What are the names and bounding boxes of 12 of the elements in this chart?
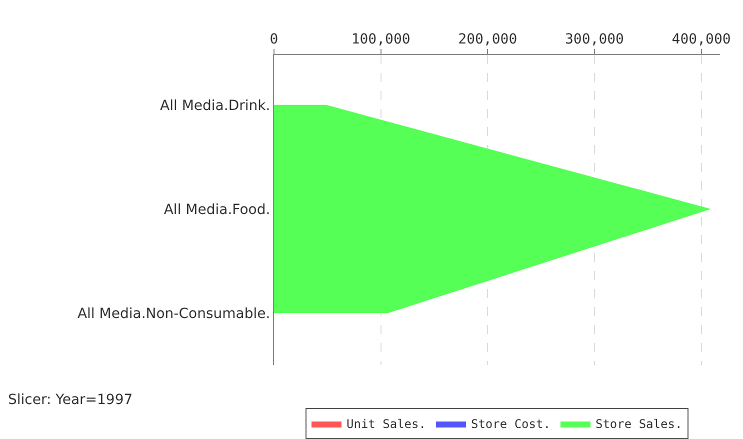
x-tick-label: 0 <box>270 31 278 48</box>
y-tick-label: All Media.Drink. <box>160 98 270 114</box>
legend-label: Store Sales. <box>595 417 682 432</box>
legend-label: Unit Sales. <box>346 417 426 432</box>
x-tick-label: 200,000 <box>458 31 518 48</box>
y-tick-label: All Media.Non-Consumable. <box>77 306 270 322</box>
legend-label: Store Cost. <box>470 417 550 432</box>
x-tick-label: 100,000 <box>351 31 410 48</box>
y-tick-label: All Media.Food. <box>164 202 270 218</box>
x-tick-label: 300,000 <box>564 31 624 48</box>
x-tick-label: 400,000 <box>672 31 731 48</box>
text: Slicer: Year=1997 <box>8 392 133 408</box>
